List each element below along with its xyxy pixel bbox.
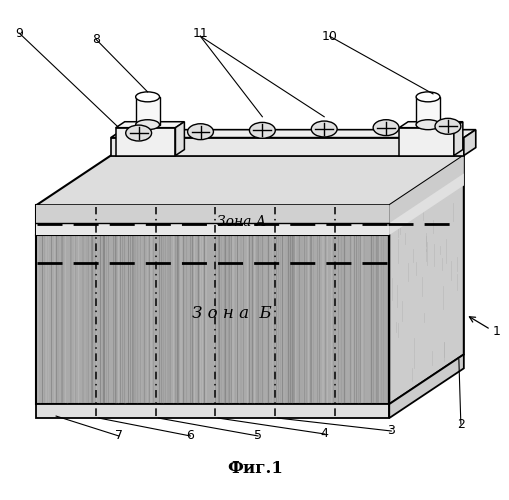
Polygon shape [36, 205, 388, 404]
Polygon shape [135, 97, 159, 124]
Ellipse shape [126, 125, 151, 141]
Text: 6: 6 [186, 430, 194, 442]
Ellipse shape [373, 120, 398, 136]
Ellipse shape [310, 121, 336, 137]
Polygon shape [110, 130, 475, 138]
Text: Зона А: Зона А [217, 215, 266, 229]
Ellipse shape [135, 120, 159, 130]
Polygon shape [36, 205, 388, 235]
Text: 9: 9 [15, 26, 23, 40]
Polygon shape [388, 156, 463, 235]
Polygon shape [36, 156, 463, 205]
Polygon shape [116, 122, 184, 128]
Text: 8: 8 [92, 32, 100, 46]
Text: 3: 3 [386, 424, 394, 438]
Polygon shape [175, 122, 184, 156]
Polygon shape [388, 156, 463, 404]
Ellipse shape [415, 120, 439, 130]
Polygon shape [399, 128, 453, 156]
Text: 2: 2 [456, 418, 464, 430]
Polygon shape [463, 130, 475, 156]
Polygon shape [36, 223, 388, 235]
Text: 4: 4 [320, 428, 328, 440]
Text: 10: 10 [321, 30, 337, 43]
Polygon shape [453, 122, 462, 156]
Polygon shape [415, 97, 439, 124]
Text: 7: 7 [115, 430, 123, 442]
Ellipse shape [187, 124, 213, 140]
Polygon shape [388, 354, 463, 418]
Polygon shape [399, 122, 462, 128]
Ellipse shape [135, 92, 159, 102]
Ellipse shape [434, 118, 460, 134]
Text: 11: 11 [192, 26, 208, 40]
Text: 1: 1 [492, 325, 500, 338]
Text: 5: 5 [253, 430, 262, 442]
Polygon shape [116, 128, 175, 156]
Ellipse shape [249, 122, 275, 138]
Polygon shape [388, 174, 463, 235]
Text: З о н а  Б: З о н а Б [192, 305, 271, 322]
Polygon shape [110, 138, 463, 156]
Polygon shape [36, 404, 388, 418]
Ellipse shape [415, 92, 439, 102]
Text: Фиг.1: Фиг.1 [227, 460, 282, 477]
